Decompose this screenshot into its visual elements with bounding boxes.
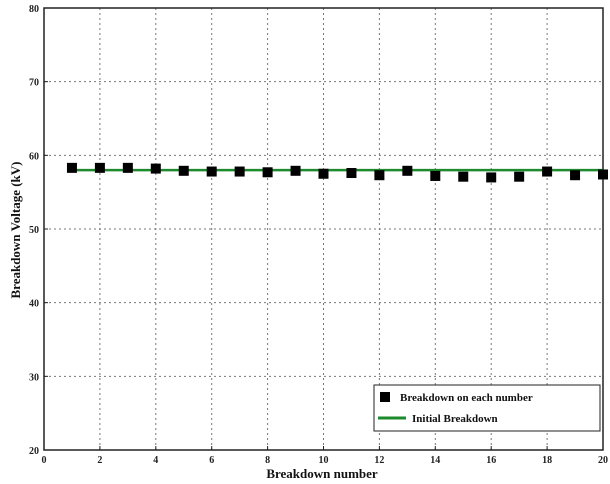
- x-tick-label: 14: [430, 455, 440, 466]
- breakdown-point: [402, 165, 413, 176]
- breakdown-point: [570, 170, 581, 181]
- breakdown-point: [206, 166, 217, 177]
- y-tick-label: 60: [29, 151, 39, 162]
- y-tick-label: 30: [29, 372, 39, 383]
- x-tick-label: 4: [153, 455, 158, 466]
- y-axis-title: Breakdown Voltage (kV): [8, 161, 23, 298]
- x-tick-label: 12: [374, 455, 384, 466]
- breakdown-point: [290, 165, 301, 176]
- legend-marker-square: [380, 392, 390, 402]
- breakdown-point: [430, 170, 441, 181]
- legend: Breakdown on each number Initial Breakdo…: [373, 384, 601, 432]
- y-tick-label: 80: [29, 4, 39, 15]
- legend-label-breakdown: Breakdown on each number: [400, 392, 533, 404]
- breakdown-point: [122, 162, 133, 173]
- breakdown-point: [542, 166, 553, 177]
- x-tick-label: 20: [598, 455, 608, 466]
- x-axis-title: Breakdown number: [266, 466, 378, 481]
- breakdown-point: [486, 172, 497, 183]
- x-tick-label: 8: [265, 455, 270, 466]
- breakdown-point: [262, 167, 273, 178]
- breakdown-point: [374, 170, 385, 181]
- breakdown-point: [318, 168, 329, 179]
- breakdown-point: [234, 166, 245, 177]
- x-tick-label: 6: [209, 455, 214, 466]
- x-tick-label: 0: [42, 455, 47, 466]
- breakdown-point: [346, 168, 357, 179]
- y-tick-label: 20: [29, 446, 39, 457]
- scatter-series: [66, 162, 608, 183]
- breakdown-point: [514, 171, 525, 182]
- grid: [44, 8, 603, 450]
- legend-label-initial: Initial Breakdown: [412, 413, 498, 425]
- y-tick-label: 70: [29, 78, 39, 89]
- x-tick-label: 16: [486, 455, 496, 466]
- breakdown-point: [178, 165, 189, 176]
- breakdown-point: [598, 169, 608, 180]
- axis-ticks: 0 2 4 6 8 10 12 14 16 18 20 20 30 40 50 60 70 80: [29, 4, 608, 466]
- breakdown-point: [150, 163, 161, 174]
- y-tick-label: 40: [29, 299, 39, 310]
- x-tick-label: 18: [542, 455, 552, 466]
- breakdown-point: [94, 162, 105, 173]
- breakdown-point: [458, 171, 469, 182]
- breakdown-point: [66, 162, 77, 173]
- legend-box: [373, 384, 601, 432]
- x-tick-label: 2: [97, 455, 102, 466]
- y-tick-label: 50: [29, 225, 39, 236]
- x-tick-label: 10: [319, 455, 329, 466]
